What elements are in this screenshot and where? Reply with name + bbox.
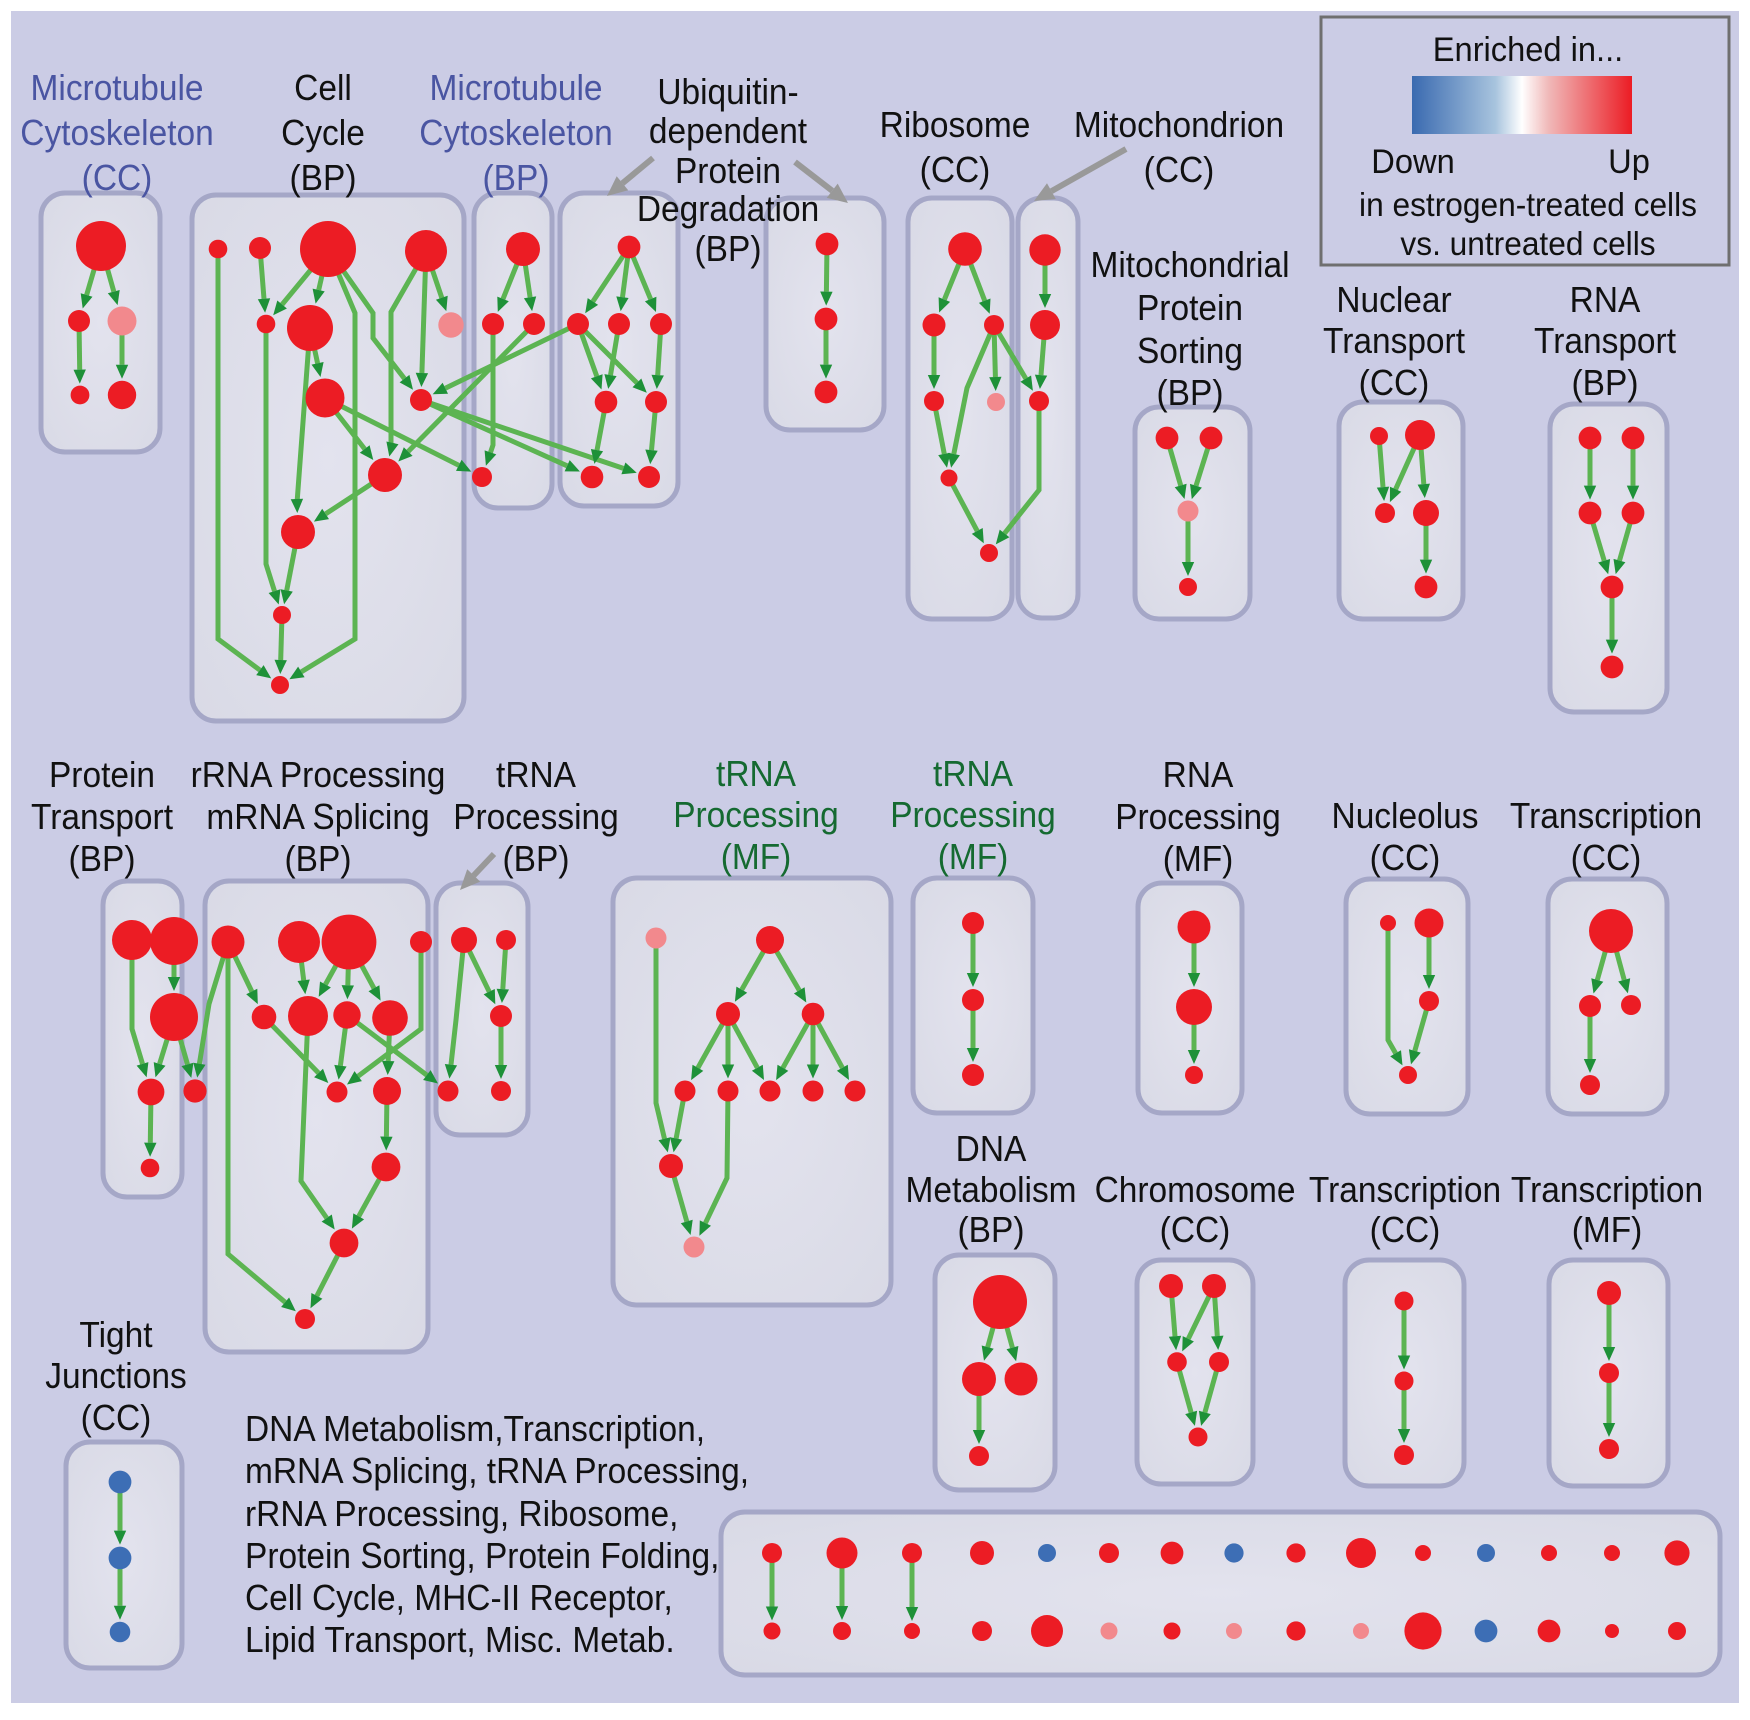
svg-text:Degradation: Degradation: [637, 190, 819, 229]
svg-text:Microtubule: Microtubule: [31, 69, 204, 108]
svg-text:(CC): (CC): [1370, 1211, 1441, 1250]
svg-text:Cycle: Cycle: [281, 114, 365, 153]
svg-text:(BP): (BP): [503, 840, 570, 879]
svg-text:Enriched in...: Enriched in...: [1433, 31, 1623, 69]
svg-text:RNA: RNA: [1163, 756, 1234, 795]
svg-text:Cell: Cell: [294, 69, 352, 108]
svg-text:(MF): (MF): [938, 838, 1009, 877]
svg-text:Transport: Transport: [1323, 322, 1465, 361]
svg-text:(CC): (CC): [1359, 364, 1430, 403]
svg-text:(CC): (CC): [1370, 839, 1441, 878]
svg-text:(BP): (BP): [483, 159, 550, 198]
svg-text:(CC): (CC): [81, 1399, 152, 1438]
svg-text:mRNA Splicing: mRNA Splicing: [206, 798, 429, 837]
svg-text:(BP): (BP): [695, 230, 762, 269]
svg-text:Chromosome: Chromosome: [1095, 1171, 1296, 1210]
svg-text:Transcription: Transcription: [1511, 1171, 1703, 1210]
svg-text:Cytoskeleton: Cytoskeleton: [20, 114, 213, 153]
svg-text:rRNA Processing: rRNA Processing: [191, 756, 446, 795]
svg-text:(BP): (BP): [290, 159, 357, 198]
svg-text:Mitochondrion: Mitochondrion: [1074, 106, 1284, 145]
svg-text:DNA Metabolism,Transcription,: DNA Metabolism,Transcription,: [245, 1410, 705, 1449]
svg-text:(CC): (CC): [82, 159, 153, 198]
svg-text:Sorting: Sorting: [1137, 332, 1243, 371]
svg-text:in estrogen-treated cells: in estrogen-treated cells: [1359, 186, 1697, 223]
svg-text:Transcription: Transcription: [1309, 1171, 1501, 1210]
svg-text:(MF): (MF): [721, 838, 792, 877]
svg-text:Nucleolus: Nucleolus: [1332, 797, 1479, 836]
svg-text:(BP): (BP): [1157, 374, 1224, 413]
svg-text:Lipid Transport, Misc. Metab.: Lipid Transport, Misc. Metab.: [245, 1621, 675, 1660]
svg-text:Processing: Processing: [890, 796, 1056, 835]
svg-text:(CC): (CC): [1160, 1211, 1231, 1250]
svg-text:dependent: dependent: [649, 112, 808, 151]
svg-text:Protein: Protein: [49, 756, 155, 795]
svg-text:rRNA Processing, Ribosome,: rRNA Processing, Ribosome,: [245, 1495, 678, 1534]
svg-text:(CC): (CC): [1571, 839, 1642, 878]
svg-text:Cytoskeleton: Cytoskeleton: [419, 114, 612, 153]
svg-text:Ubiquitin-: Ubiquitin-: [657, 73, 798, 112]
svg-text:(MF): (MF): [1163, 840, 1234, 879]
svg-text:RNA: RNA: [1570, 281, 1641, 320]
svg-text:Tight: Tight: [79, 1316, 152, 1355]
svg-text:tRNA: tRNA: [716, 755, 797, 794]
svg-text:Processing: Processing: [453, 798, 619, 837]
svg-text:Microtubule: Microtubule: [430, 69, 603, 108]
svg-text:(CC): (CC): [920, 151, 991, 190]
svg-text:(BP): (BP): [1572, 364, 1639, 403]
svg-text:Protein: Protein: [675, 152, 781, 191]
svg-text:Processing: Processing: [1115, 798, 1281, 837]
svg-text:Transport: Transport: [1534, 322, 1676, 361]
svg-text:(BP): (BP): [958, 1211, 1025, 1250]
svg-text:Down: Down: [1371, 143, 1454, 181]
svg-text:DNA: DNA: [956, 1130, 1027, 1169]
svg-text:tRNA: tRNA: [496, 756, 577, 795]
svg-text:Junctions: Junctions: [45, 1357, 186, 1396]
svg-text:Up: Up: [1608, 143, 1650, 181]
svg-text:Metabolism: Metabolism: [905, 1171, 1076, 1210]
svg-text:Transcription: Transcription: [1510, 797, 1702, 836]
svg-text:Processing: Processing: [673, 796, 839, 835]
svg-text:(CC): (CC): [1144, 151, 1215, 190]
svg-text:vs. untreated cells: vs. untreated cells: [1400, 225, 1655, 262]
svg-text:Mitochondrial: Mitochondrial: [1090, 246, 1289, 285]
svg-text:Cell Cycle, MHC-II Receptor,: Cell Cycle, MHC-II Receptor,: [245, 1579, 673, 1618]
svg-text:tRNA: tRNA: [933, 755, 1014, 794]
svg-text:Transport: Transport: [31, 798, 173, 837]
svg-text:Ribosome: Ribosome: [880, 106, 1031, 145]
svg-text:Nuclear: Nuclear: [1336, 281, 1451, 320]
svg-text:(MF): (MF): [1572, 1211, 1643, 1250]
svg-text:(BP): (BP): [69, 840, 136, 879]
svg-text:(BP): (BP): [285, 840, 352, 879]
svg-text:Protein Sorting, Protein Foldi: Protein Sorting, Protein Folding,: [245, 1537, 719, 1576]
svg-text:Protein: Protein: [1137, 289, 1243, 328]
svg-text:mRNA Splicing, tRNA Processing: mRNA Splicing, tRNA Processing,: [245, 1452, 749, 1491]
